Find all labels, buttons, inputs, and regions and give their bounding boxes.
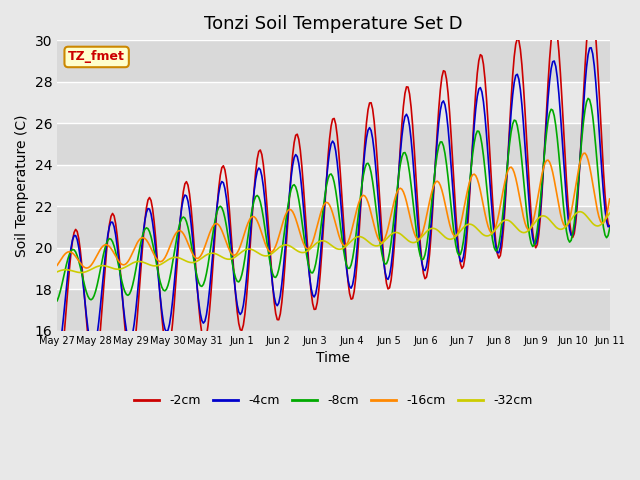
-16cm — [53, 263, 61, 268]
-8cm — [295, 197, 303, 203]
-8cm — [246, 223, 253, 228]
-4cm — [575, 175, 582, 180]
-4cm — [121, 317, 129, 323]
-32cm — [76, 270, 84, 276]
-4cm — [588, 45, 595, 51]
-2cm — [575, 178, 582, 184]
-16cm — [220, 231, 227, 237]
Bar — [57, 289, 610, 331]
-2cm — [606, 224, 614, 230]
-8cm — [584, 96, 592, 101]
-4cm — [53, 354, 61, 360]
X-axis label: Time: Time — [316, 351, 350, 365]
-16cm — [123, 261, 131, 266]
-2cm — [295, 136, 303, 142]
-16cm — [606, 196, 614, 202]
-8cm — [236, 277, 244, 283]
-16cm — [296, 231, 304, 237]
-32cm — [220, 255, 227, 261]
Bar — [57, 206, 610, 248]
-32cm — [577, 209, 584, 215]
Title: Tonzi Soil Temperature Set D: Tonzi Soil Temperature Set D — [204, 15, 463, 33]
-32cm — [238, 249, 246, 255]
Line: -16cm: -16cm — [57, 153, 610, 268]
-16cm — [247, 215, 255, 220]
-2cm — [218, 165, 226, 170]
Line: -2cm: -2cm — [57, 7, 610, 383]
-2cm — [121, 324, 129, 330]
-16cm — [83, 265, 90, 271]
-8cm — [53, 298, 61, 304]
Legend: -2cm, -4cm, -8cm, -16cm, -32cm: -2cm, -4cm, -8cm, -16cm, -32cm — [129, 389, 538, 412]
-8cm — [575, 171, 582, 177]
-2cm — [246, 253, 253, 259]
-32cm — [247, 246, 255, 252]
-2cm — [236, 327, 244, 333]
-16cm — [581, 150, 589, 156]
-32cm — [578, 209, 586, 215]
-32cm — [123, 264, 131, 269]
-4cm — [295, 160, 303, 166]
Bar — [57, 40, 610, 82]
-4cm — [606, 223, 614, 229]
-2cm — [53, 380, 61, 385]
-4cm — [236, 312, 244, 317]
-8cm — [121, 289, 129, 295]
-4cm — [246, 240, 253, 246]
-32cm — [606, 210, 614, 216]
-32cm — [53, 269, 61, 275]
Line: -4cm: -4cm — [57, 48, 610, 357]
Bar — [57, 123, 610, 165]
-32cm — [296, 249, 304, 255]
Line: -32cm: -32cm — [57, 212, 610, 273]
Text: TZ_fmet: TZ_fmet — [68, 50, 125, 63]
Line: -8cm: -8cm — [57, 98, 610, 301]
-16cm — [238, 239, 246, 244]
-8cm — [218, 205, 226, 211]
-2cm — [588, 4, 595, 10]
Y-axis label: Soil Temperature (C): Soil Temperature (C) — [15, 114, 29, 257]
-4cm — [218, 179, 226, 184]
-8cm — [606, 226, 614, 231]
-16cm — [577, 158, 584, 164]
